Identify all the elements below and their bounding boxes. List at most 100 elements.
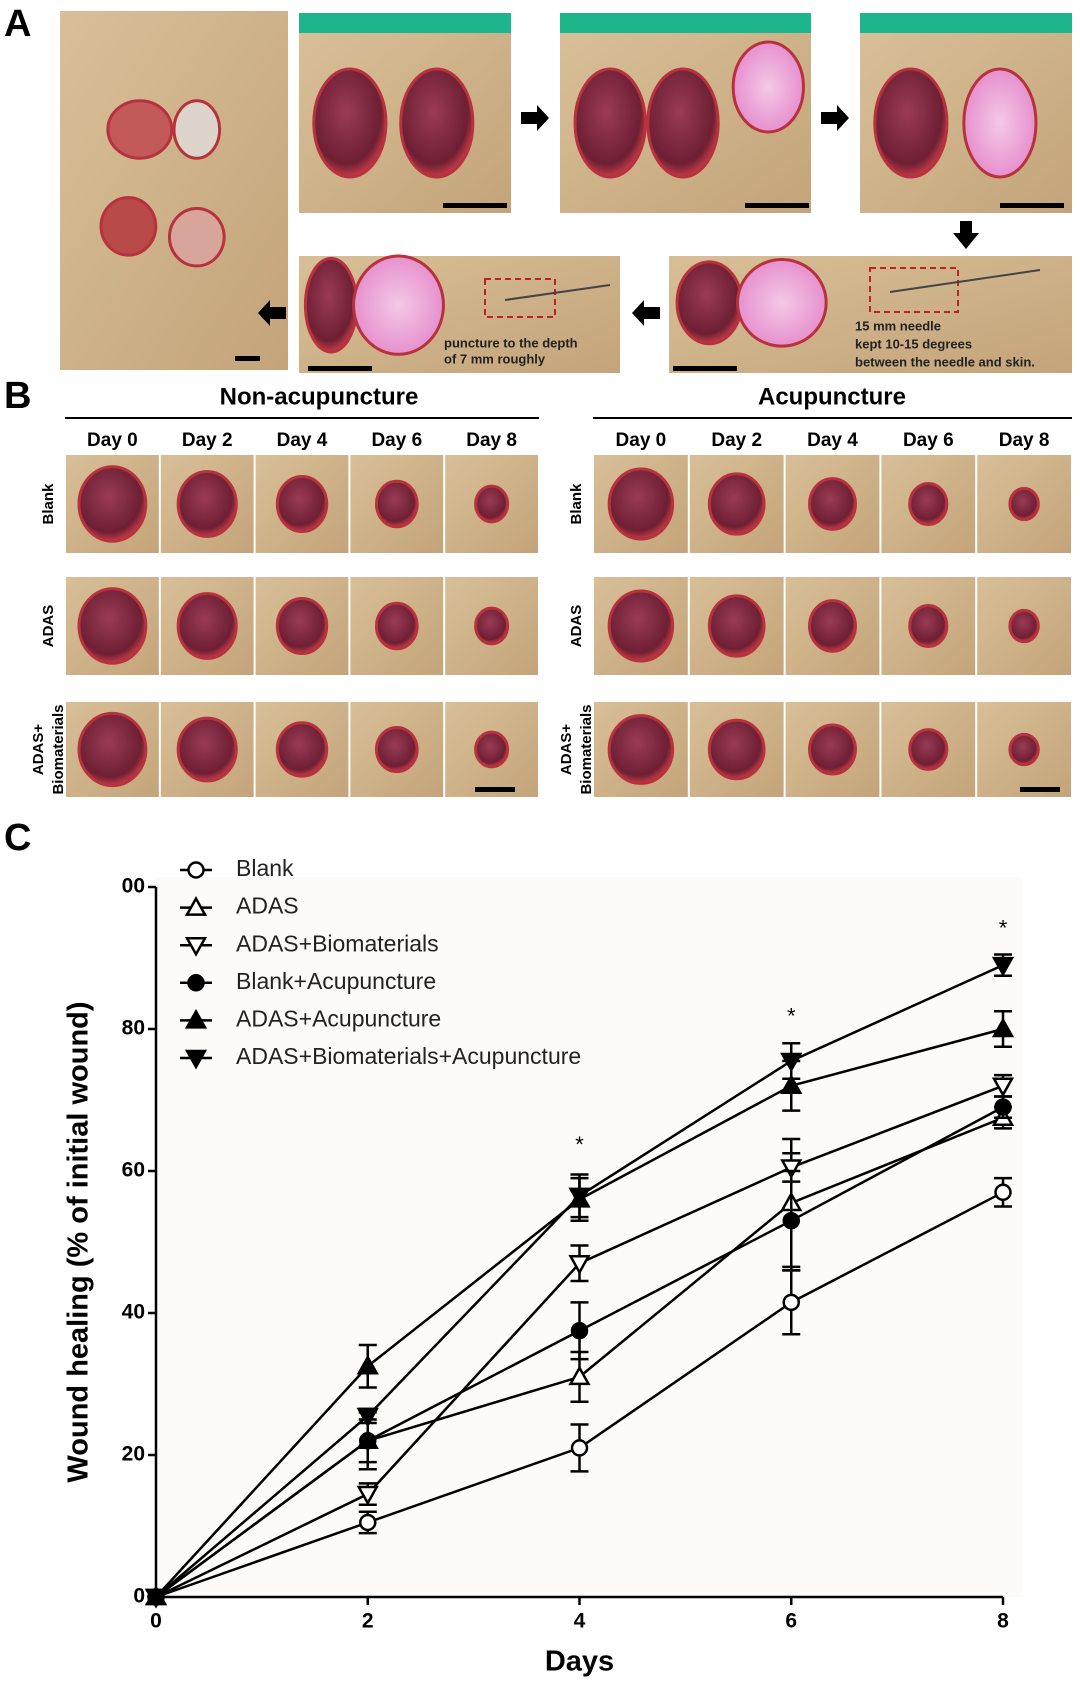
scale-bar: [673, 366, 737, 371]
photo: [60, 11, 288, 370]
annotation: between the needle and skin.: [855, 354, 1035, 369]
legend-label: ADAS+Biomaterials+Acupuncture: [236, 1043, 581, 1069]
x-tick-label: 4: [574, 1610, 586, 1633]
legend-marker: [187, 974, 205, 992]
row-label: ADAS: [40, 605, 57, 648]
wound: [77, 465, 148, 543]
marker: [568, 1187, 591, 1208]
scale-bar: [443, 203, 507, 208]
wound: [275, 474, 329, 534]
wound: [77, 587, 148, 665]
wound: [352, 254, 445, 356]
row-label: ADAS: [568, 605, 585, 648]
wound: [962, 67, 1038, 179]
wound: [908, 604, 949, 648]
marker: [570, 1322, 589, 1340]
marker: [356, 1354, 379, 1375]
arrow: [258, 300, 286, 326]
scale-bar: [475, 787, 515, 792]
row-label: Biomaterials: [578, 704, 595, 794]
panel-label: B: [4, 375, 31, 417]
wound: [736, 258, 828, 348]
marker: [991, 956, 1015, 977]
day-label: Day 8: [466, 430, 517, 451]
x-tick-label: 0: [150, 1610, 162, 1633]
marker: [780, 1159, 803, 1179]
y-tick-label: 0: [133, 1585, 145, 1608]
significance-mark: *: [999, 915, 1008, 940]
marker: [144, 1588, 168, 1609]
day-label: Day 6: [371, 430, 422, 451]
wound: [808, 723, 857, 776]
wound: [707, 472, 766, 536]
wound: [374, 725, 419, 774]
wound: [1008, 732, 1040, 767]
row-label: ADAS+: [558, 724, 575, 776]
needle: [504, 284, 611, 301]
y-tick-label: 40: [122, 1301, 145, 1324]
day-label: Day 6: [903, 430, 954, 451]
legend-label: ADAS+Biomaterials: [236, 930, 439, 956]
wound: [374, 479, 419, 529]
day-label: Day 2: [182, 430, 233, 451]
y-tick-label: 60: [122, 1159, 145, 1182]
row-label: Blank: [40, 483, 57, 525]
wound: [106, 99, 174, 160]
wound: [607, 467, 675, 541]
y-axis-label: Wound healing (% of initial wound): [63, 1001, 95, 1482]
x-tick-label: 2: [362, 1610, 374, 1633]
group-title: Non-acupuncture: [220, 383, 419, 410]
wound: [675, 260, 744, 346]
marker: [356, 1407, 379, 1428]
annotation: of 7 mm roughly: [444, 351, 546, 366]
wound: [275, 721, 329, 778]
panel-label: C: [4, 817, 31, 859]
wound: [303, 256, 359, 354]
panel-label: A: [4, 3, 31, 45]
wound: [399, 67, 475, 179]
wound: [1008, 608, 1040, 644]
wound: [731, 40, 805, 134]
needle: [889, 269, 1041, 293]
scale-bar: [745, 203, 809, 208]
marker: [994, 1183, 1012, 1202]
wound: [176, 592, 238, 660]
legend-marker: [184, 896, 208, 916]
wound: [374, 601, 419, 651]
marker: [359, 1432, 377, 1450]
marker: [994, 1098, 1012, 1116]
wound: [474, 730, 510, 769]
day-label: Day 8: [999, 430, 1050, 451]
group-title: Acupuncture: [758, 383, 906, 410]
marker: [356, 1485, 379, 1506]
wound: [176, 716, 238, 783]
legend-marker: [184, 1049, 208, 1070]
row-label: Biomaterials: [50, 704, 67, 794]
day-label: Day 0: [616, 430, 667, 451]
marker: [359, 1513, 377, 1532]
marker: [568, 1255, 591, 1275]
row-label: Blank: [568, 483, 585, 525]
legend-label: Blank+Acupuncture: [236, 968, 436, 994]
significance-mark: *: [787, 1003, 796, 1028]
arrow: [632, 300, 660, 326]
legend-label: ADAS+Acupuncture: [236, 1005, 441, 1031]
marker: [780, 1074, 803, 1095]
legend-label: ADAS: [236, 893, 299, 919]
legend-marker: [184, 1008, 208, 1029]
wound: [312, 67, 388, 179]
drape: [560, 13, 811, 33]
wound: [607, 714, 675, 785]
day-label: Day 0: [87, 430, 138, 451]
wound: [808, 599, 857, 653]
marker: [991, 1077, 1015, 1098]
y-tick-label: 00: [122, 875, 145, 898]
wound: [607, 589, 675, 663]
scale-bar: [1000, 203, 1064, 208]
x-tick-label: 6: [785, 1610, 797, 1633]
day-label: Day 2: [711, 430, 762, 451]
marker: [568, 1365, 591, 1386]
arrow: [953, 221, 979, 249]
